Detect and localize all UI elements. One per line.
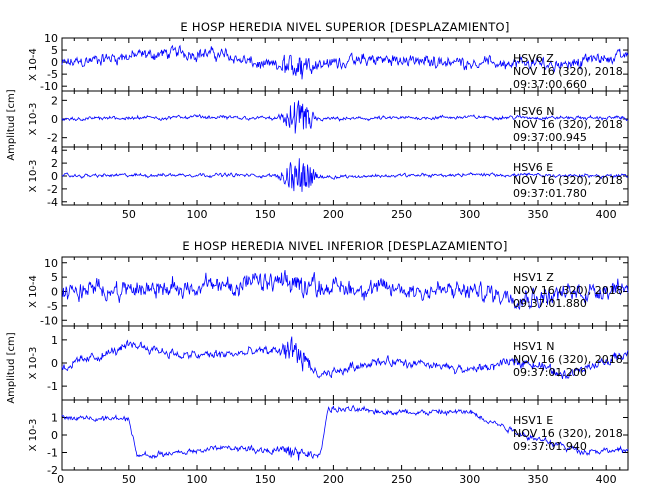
time-label: 09:37:00.660 <box>513 78 587 91</box>
y-tick-label: -5 <box>47 300 58 313</box>
y-tick-label: 2 <box>51 94 58 107</box>
y-tick-label: -10 <box>40 80 58 93</box>
scale-factor-label: X 10-3 <box>28 160 39 193</box>
x-tick-label: 150 <box>255 473 276 486</box>
y-tick-label: -1 <box>47 380 58 393</box>
y-tick-label: 0 <box>51 429 58 442</box>
scale-factor-label: X 10-4 <box>28 48 39 81</box>
x-tick-label: 100 <box>187 208 208 221</box>
x-tick-label: 350 <box>527 473 548 486</box>
waveform-line <box>61 336 629 379</box>
station-label: HSV1 N <box>513 340 555 353</box>
x-tick-label: 400 <box>596 473 617 486</box>
x-tick-label: 250 <box>391 473 412 486</box>
y-tick-label: 0 <box>51 56 58 69</box>
y-tick-label: 4 <box>51 144 58 157</box>
date-label: NOV 16 (320), 2018 <box>513 65 623 78</box>
station-label: HSV1 Z <box>513 271 554 284</box>
y-tick-label: -2 <box>47 464 58 477</box>
x-tick-label: 150 <box>255 208 276 221</box>
waveform-line <box>61 269 629 310</box>
x-tick-label: 300 <box>459 208 480 221</box>
waveform-line <box>61 404 629 461</box>
y-tick-label: 5 <box>51 271 58 284</box>
y-tick-label: -4 <box>47 196 58 209</box>
y-tick-label: -1 <box>47 447 58 460</box>
date-label: NOV 16 (320), 2018 <box>513 118 623 131</box>
y-tick-label: 1 <box>51 412 58 425</box>
y-axis-label: Amplitud [cm] <box>6 89 17 160</box>
y-tick-label: -5 <box>47 68 58 81</box>
station-label: HSV6 E <box>513 161 553 174</box>
x-tick-label: 200 <box>323 473 344 486</box>
time-label: 09:37:01.780 <box>513 187 587 200</box>
time-label: 09:37:01.200 <box>513 366 587 379</box>
scale-factor-label: X 10-3 <box>28 419 39 452</box>
y-tick-label: -2 <box>47 132 58 145</box>
x-tick-label: 50 <box>122 208 136 221</box>
y-tick-label: 2 <box>51 157 58 170</box>
x-tick-label: 400 <box>596 208 617 221</box>
date-label: NOV 16 (320), 2018 <box>513 353 623 366</box>
x-tick-label: 50 <box>122 473 136 486</box>
y-tick-label: 0 <box>51 357 58 370</box>
date-label: NOV 16 (320), 2018 <box>513 284 623 297</box>
y-tick-label: 5 <box>51 44 58 57</box>
y-tick-label: 0 <box>51 286 58 299</box>
x-tick-label: 250 <box>391 208 412 221</box>
y-tick-label: 1 <box>51 334 58 347</box>
chart-title: E HOSP HEREDIA NIVEL INFERIOR [DESPLAZAM… <box>182 239 507 253</box>
y-tick-label: -2 <box>47 183 58 196</box>
scale-factor-label: X 10-3 <box>28 103 39 136</box>
waveform-line <box>61 158 629 192</box>
x-tick-label: 100 <box>187 473 208 486</box>
y-tick-label: 10 <box>44 32 58 45</box>
waveform-line <box>61 44 629 80</box>
chart-title: E HOSP HEREDIA NIVEL SUPERIOR [DESPLAZAM… <box>180 20 509 34</box>
station-label: HSV6 Z <box>513 52 554 65</box>
time-label: 09:37:01.940 <box>513 440 587 453</box>
time-label: 09:37:00.945 <box>513 131 587 144</box>
station-label: HSV6 N <box>513 105 555 118</box>
y-tick-label: 10 <box>44 257 58 270</box>
y-tick-label: -10 <box>40 314 58 327</box>
y-axis-label: Amplitud [cm] <box>6 332 17 403</box>
y-tick-label: 0 <box>51 113 58 126</box>
time-label: 09:37:01.880 <box>513 297 587 310</box>
x-tick-label: 200 <box>323 208 344 221</box>
x-tick-label: 0 <box>57 473 64 486</box>
y-tick-label: 0 <box>51 170 58 183</box>
date-label: NOV 16 (320), 2018 <box>513 427 623 440</box>
date-label: NOV 16 (320), 2018 <box>513 174 623 187</box>
waveform-line <box>61 100 629 134</box>
station-label: HSV1 E <box>513 414 553 427</box>
x-tick-label: 350 <box>527 208 548 221</box>
x-tick-label: 300 <box>459 473 480 486</box>
scale-factor-label: X 10-4 <box>28 275 39 308</box>
scale-factor-label: X 10-3 <box>28 347 39 380</box>
